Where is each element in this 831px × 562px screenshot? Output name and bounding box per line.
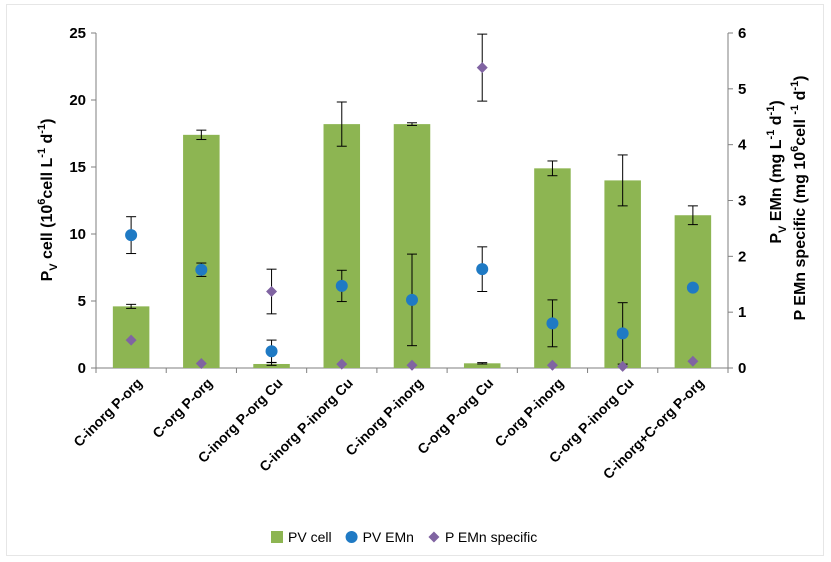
right-axis-title-sub: V bbox=[777, 225, 789, 233]
point-p-emn-specific bbox=[687, 355, 699, 367]
right-axis-title-2: P EMn specific (mg 106cell -1 d-1) bbox=[789, 75, 809, 320]
point-pv-emn bbox=[616, 327, 629, 340]
point-pv-emn bbox=[125, 229, 138, 242]
category-label: C-org P-org bbox=[149, 375, 215, 441]
point-pv-emn bbox=[476, 263, 489, 276]
right-tick-label: 4 bbox=[738, 137, 747, 154]
point-pv-emn bbox=[265, 345, 278, 358]
right-tick-label: 5 bbox=[738, 81, 746, 98]
bar-pv-cell bbox=[253, 363, 290, 368]
legend-label-pv-cell: PV cell bbox=[288, 529, 332, 545]
point-p-emn-specific bbox=[546, 359, 558, 371]
right-tick-label: 6 bbox=[738, 25, 746, 42]
right-axis-title-part: P EMn specific (mg 10 bbox=[792, 152, 809, 321]
right-tick-label: 2 bbox=[738, 248, 746, 265]
point-p-emn-specific bbox=[125, 334, 137, 346]
legend-swatch-p-emn-specific bbox=[428, 531, 440, 543]
left-axis-title-part: cell (10 bbox=[39, 205, 56, 264]
bar-pv-cell bbox=[183, 134, 220, 368]
bar-pv-cell bbox=[323, 124, 361, 369]
left-tick-label: 0 bbox=[78, 360, 86, 377]
left-tick-label: 10 bbox=[69, 226, 86, 243]
legend-swatch-pv-cell bbox=[271, 531, 283, 543]
right-axis-title-part: ) bbox=[768, 100, 785, 105]
left-axis-title: PV cell (106cell L-1 d-1) bbox=[36, 119, 60, 282]
legend-label-p-emn-specific: P EMn specific bbox=[445, 529, 537, 545]
left-axis-title-part: d bbox=[39, 134, 56, 148]
right-axis-title-part: EMn (mg L bbox=[768, 139, 785, 225]
right-axis-title-1: PV EMn (mg L-1 d-1) bbox=[765, 100, 789, 243]
left-axis-title-sup: 6 bbox=[36, 199, 48, 205]
right-axis-title-part: d bbox=[792, 91, 809, 105]
point-p-emn-specific bbox=[336, 358, 348, 370]
left-tick-label: 20 bbox=[69, 92, 86, 109]
left-axis-title-sup: -1 bbox=[36, 124, 48, 134]
category-label: C-inorg P-org bbox=[70, 375, 145, 450]
point-pv-emn bbox=[686, 281, 699, 294]
right-tick-label: 3 bbox=[738, 193, 746, 210]
left-axis-title-part: P bbox=[39, 270, 56, 281]
point-pv-emn bbox=[406, 293, 418, 306]
point-p-emn-specific bbox=[266, 286, 278, 298]
point-pv-emn bbox=[335, 279, 348, 292]
right-tick-label: 1 bbox=[738, 304, 746, 321]
bar-pv-cell bbox=[463, 363, 501, 368]
right-axis-title-part: P bbox=[768, 233, 785, 244]
point-p-emn-specific bbox=[476, 62, 488, 74]
category-label: C-org P-inorg bbox=[491, 375, 566, 450]
left-axis-title-sub: V bbox=[48, 263, 60, 271]
right-axis-title-part: cell bbox=[792, 115, 809, 146]
left-axis-title-sup: -1 bbox=[36, 148, 48, 158]
right-axis-title-sup: -1 bbox=[765, 130, 777, 140]
left-tick-label: 15 bbox=[69, 159, 86, 176]
left-tick-label: 5 bbox=[78, 293, 86, 310]
right-axis-title-part: d bbox=[768, 115, 785, 129]
point-p-emn-specific bbox=[195, 358, 207, 370]
right-axis-title-sup: -1 bbox=[789, 81, 801, 91]
chart-frame bbox=[6, 4, 824, 556]
point-p-emn-specific bbox=[406, 359, 418, 371]
legend-swatch-pv-emn bbox=[345, 531, 358, 543]
point-p-emn-specific bbox=[617, 360, 629, 372]
left-tick-label: 25 bbox=[69, 25, 86, 42]
left-axis-title-part: cell L bbox=[39, 157, 56, 198]
point-pv-emn bbox=[546, 317, 559, 330]
right-axis-title-sup: -1 bbox=[765, 106, 777, 116]
right-axis-title-sup: -1 bbox=[789, 105, 801, 115]
left-axis-title-part: ) bbox=[39, 119, 56, 124]
right-axis-title-part: ) bbox=[792, 75, 809, 80]
legend-label-pv-emn: PV EMn bbox=[363, 529, 414, 545]
right-axis-title-sup: 6 bbox=[789, 146, 801, 152]
right-tick-label: 0 bbox=[738, 360, 746, 377]
point-pv-emn bbox=[195, 263, 208, 276]
category-label: C-org P-org Cu bbox=[414, 375, 496, 457]
